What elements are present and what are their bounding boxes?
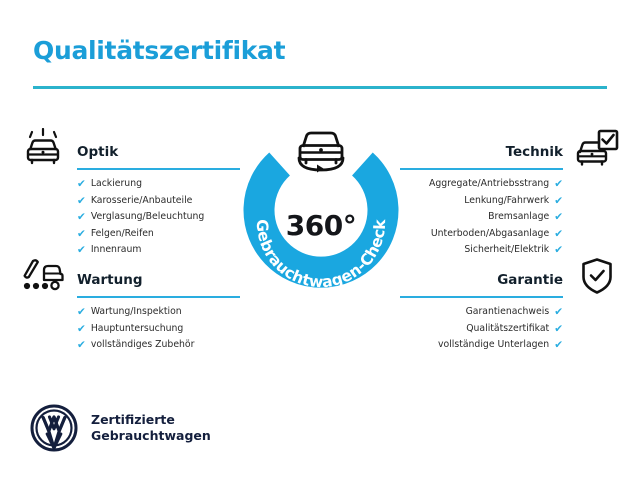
section-garantie-list: ✔ Garantienachweis ✔ Qualitätszertifikat ✔… xyxy=(390,298,620,354)
list-item-label: Innenraum xyxy=(90,244,142,255)
list-item-label: Aggregate/Antriebsstrang xyxy=(429,178,550,189)
check-icon: ✔ xyxy=(77,211,86,223)
check-icon: ✔ xyxy=(554,178,563,190)
vw-logo-icon xyxy=(30,404,78,452)
section-optik-header: Optik xyxy=(20,128,250,170)
list-item: ✔ Bremsanlage xyxy=(390,209,563,226)
list-item: ✔ Karosserie/Anbauteile xyxy=(77,193,250,210)
section-optik-title: Optik xyxy=(77,144,119,160)
check-icon: ✔ xyxy=(77,306,86,318)
list-item-label: vollständige Unterlagen xyxy=(438,339,550,350)
list-item-label: Garantienachweis xyxy=(465,306,550,317)
list-item: ✔ Lackierung xyxy=(77,176,250,193)
check-icon: ✔ xyxy=(554,244,563,256)
list-item: ✔ Sicherheit/Elektrik xyxy=(390,242,563,259)
section-wartung-title: Wartung xyxy=(77,272,143,288)
list-item-label: Verglasung/Beleuchtung xyxy=(90,211,205,222)
list-item-label: vollständiges Zubehör xyxy=(90,339,195,350)
check-icon: ✔ xyxy=(77,194,86,207)
section-wartung-divider xyxy=(77,295,240,298)
check-icon: ✔ xyxy=(554,194,563,207)
list-item: ✔ Garantienachweis xyxy=(390,304,563,321)
list-item: ✔ Hauptuntersuchung xyxy=(77,321,250,338)
list-item-label: Bremsanlage xyxy=(488,211,550,222)
check-icon: ✔ xyxy=(77,339,86,351)
car-shine-icon xyxy=(26,128,60,165)
section-technik: Technik ✔ Aggregate/Antriebsstrang ✔ Lenku… xyxy=(390,128,620,259)
section-garantie-divider xyxy=(400,295,563,298)
badge-degrees-label: 360° xyxy=(285,209,357,242)
check-icon: ✔ xyxy=(554,227,563,240)
check-icon: ✔ xyxy=(77,227,86,240)
section-technik-list: ✔ Aggregate/Antriebsstrang ✔ Lenkung/Fahrw… xyxy=(390,170,620,259)
section-garantie-title: Garantie xyxy=(497,272,563,288)
section-technik-divider xyxy=(400,167,563,170)
list-item-label: Felgen/Reifen xyxy=(90,227,154,239)
list-item: ✔ Wartung/Inspektion xyxy=(77,304,250,321)
list-item: ✔ Innenraum xyxy=(77,242,250,259)
check-icon: ✔ xyxy=(554,322,563,335)
section-wartung: Wartung ✔ Wartung/Inspektion ✔ Hauptunters… xyxy=(20,256,250,354)
brand-footer: Zertifizierte Gebrauchtwagen xyxy=(30,404,211,452)
list-item: ✔ Unterboden/Abgasanlage xyxy=(390,226,563,243)
shield-check-icon xyxy=(582,258,612,294)
brand-line-1: Zertifizierte xyxy=(91,412,175,427)
badge-360-gebrauchtwagen-check: Gebrauchtwagen-Check 360° xyxy=(235,123,407,295)
check-icon: ✔ xyxy=(554,211,563,223)
check-icon: ✔ xyxy=(554,339,563,351)
list-item: ✔ Felgen/Reifen xyxy=(77,226,250,243)
list-item: ✔ Aggregate/Antriebsstrang xyxy=(390,176,563,193)
section-wartung-header: Wartung xyxy=(20,256,250,298)
brand-line-2: Gebrauchtwagen xyxy=(91,428,211,443)
list-item-label: Qualitätszertifikat xyxy=(466,322,550,334)
brand-text: Zertifizierte Gebrauchtwagen xyxy=(91,412,211,444)
car-checkbox-icon xyxy=(576,129,619,166)
section-technik-header: Technik xyxy=(390,128,620,170)
list-item-label: Hauptuntersuchung xyxy=(90,322,184,334)
list-item: ✔ vollständiges Zubehör xyxy=(77,337,250,354)
section-optik-divider xyxy=(77,167,240,170)
list-item-label: Lenkung/Fahrwerk xyxy=(464,194,550,206)
title-divider xyxy=(33,86,607,89)
check-icon: ✔ xyxy=(77,322,86,335)
check-icon: ✔ xyxy=(77,244,86,256)
section-optik-list: ✔ Lackierung ✔ Karosserie/Anbauteile ✔ Verg… xyxy=(20,170,250,259)
section-technik-title: Technik xyxy=(505,144,563,160)
section-optik: Optik ✔ Lackierung ✔ Karosserie/Anbauteile… xyxy=(20,128,250,259)
check-icon: ✔ xyxy=(554,306,563,318)
section-garantie-header: Garantie xyxy=(390,256,620,298)
list-item: ✔ vollständige Unterlagen xyxy=(390,337,563,354)
list-item-label: Lackierung xyxy=(90,178,142,189)
car-rotate-360-icon xyxy=(297,131,345,173)
check-icon: ✔ xyxy=(77,178,86,190)
list-item-label: Sicherheit/Elektrik xyxy=(464,244,550,255)
list-item-label: Karosserie/Anbauteile xyxy=(90,194,193,206)
badge-ring: Gebrauchtwagen-Check xyxy=(243,152,399,291)
section-garantie: Garantie ✔ Garantienachweis ✔ Qualitätszer… xyxy=(390,256,620,354)
section-wartung-list: ✔ Wartung/Inspektion ✔ Hauptuntersuchung ✔… xyxy=(20,298,250,354)
list-item-label: Wartung/Inspektion xyxy=(90,306,182,317)
wrench-car-icon xyxy=(23,259,64,291)
list-item: ✔ Lenkung/Fahrwerk xyxy=(390,193,563,210)
list-item: ✔ Verglasung/Beleuchtung xyxy=(77,209,250,226)
list-item-label: Unterboden/Abgasanlage xyxy=(430,227,550,239)
list-item: ✔ Qualitätszertifikat xyxy=(390,321,563,338)
page-title: Qualitätszertifikat xyxy=(33,36,286,65)
